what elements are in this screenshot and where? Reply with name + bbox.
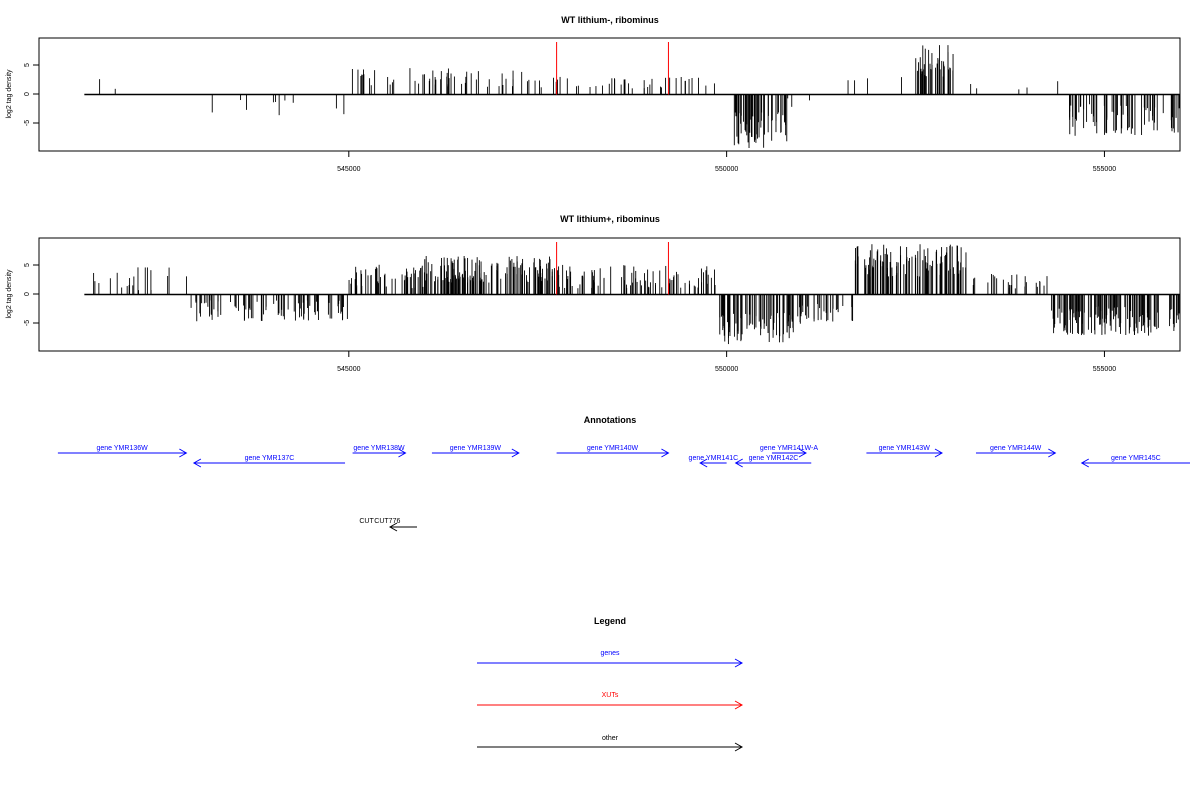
- y-axis-label: log2 tag density: [6, 69, 13, 119]
- feature-label: CUT776: [374, 518, 400, 525]
- y-tick-label: 5: [24, 63, 31, 67]
- feature-gene-ymr141c: gene YMR141C: [689, 455, 739, 468]
- arrow-head-icon: [1080, 458, 1090, 468]
- marker-lines: [556, 42, 669, 95]
- track-panel-lithium-minus: WT lithium-, ribominus log2 tag density …: [6, 15, 1181, 173]
- feature-label: gene YMR144W: [990, 445, 1042, 452]
- y-axis: 5 0 -5: [24, 63, 39, 126]
- feature-gene-ymr141w-a: gene YMR141W-A: [760, 445, 818, 458]
- legend-label: genes: [600, 650, 620, 657]
- feature-gene-ymr138w: gene YMR138W: [352, 445, 407, 458]
- arrow-head-icon: [511, 448, 520, 458]
- feature-label: gene YMR140W: [587, 445, 639, 452]
- y-tick-label: -5: [24, 120, 31, 126]
- legend-title: Legend: [594, 616, 626, 626]
- feature-gene-ymr136w: gene YMR136W: [57, 445, 188, 458]
- x-tick-label: 555000: [1093, 366, 1116, 373]
- cut-arrow: [388, 522, 417, 532]
- arrow-head-icon: [388, 522, 398, 532]
- arrow-head-icon: [699, 458, 708, 468]
- feature-gene-ymr139w: gene YMR139W: [431, 445, 520, 458]
- feature-label: CUT: [359, 518, 374, 525]
- legend: Legend genes XUTs other: [477, 616, 744, 752]
- legend-item-xuts: XUTs: [477, 692, 744, 710]
- arrow-head-icon: [934, 448, 943, 458]
- y-tick-label: -5: [24, 320, 31, 326]
- feature-label: gene YMR141C: [689, 455, 739, 462]
- y-axis: 5 0 -5: [24, 263, 39, 326]
- arrow-head-icon: [734, 458, 743, 468]
- feature-gene-ymr144w: gene YMR144W: [975, 445, 1057, 458]
- arrow-head-icon: [179, 448, 188, 458]
- track-panel-lithium-plus: WT lithium+, ribominus log2 tag density …: [6, 214, 1181, 373]
- feature-label: gene YMR141W-A: [760, 445, 818, 452]
- feature-label: gene YMR143W: [879, 445, 931, 452]
- y-axis-label: log2 tag density: [6, 269, 13, 319]
- feature-cut: CUT: [359, 518, 374, 525]
- feature-list: gene YMR136W gene YMR137C gene YMR138W gene…: [57, 445, 1190, 532]
- arrow-head-icon: [798, 448, 807, 458]
- arrow-head-icon: [734, 658, 744, 668]
- panel-title: WT lithium-, ribominus: [561, 15, 659, 25]
- arrow-head-icon: [192, 458, 202, 468]
- arrow-head-icon: [734, 742, 744, 752]
- legend-item-other: other: [477, 735, 744, 752]
- annotation-title: Annotations: [584, 415, 637, 425]
- x-tick-label: 545000: [337, 366, 360, 373]
- feature-label: gene YMR136W: [97, 445, 149, 452]
- x-tick-label: 550000: [715, 166, 738, 173]
- x-tick-label: 550000: [715, 366, 738, 373]
- arrow-head-icon: [398, 448, 407, 458]
- feature-gene-ymr145c: gene YMR145C: [1080, 455, 1190, 468]
- legend-item-genes: genes: [477, 650, 744, 668]
- feature-label: gene YMR139W: [450, 445, 502, 452]
- feature-label: gene YMR138W: [353, 445, 405, 452]
- arrow-head-icon: [661, 448, 670, 458]
- x-axis: 545000 550000 555000: [337, 151, 1116, 173]
- feature-gene-ymr140w: gene YMR140W: [556, 445, 670, 458]
- feature-gene-ymr137c: gene YMR137C: [192, 455, 346, 468]
- marker-lines: [556, 242, 669, 295]
- legend-label: XUTs: [602, 692, 619, 699]
- feature-cut776: CUT776: [374, 518, 400, 525]
- arrow-head-icon: [1048, 448, 1057, 458]
- feature-label: gene YMR145C: [1111, 455, 1161, 462]
- y-tick-label: 5: [24, 263, 31, 267]
- x-axis: 545000 550000 555000: [337, 351, 1116, 373]
- signal-bars: [99, 45, 1180, 149]
- arrow-head-icon: [734, 700, 744, 710]
- y-tick-label: 0: [24, 292, 31, 296]
- panel-title: WT lithium+, ribominus: [560, 214, 660, 224]
- feature-label: gene YMR142C: [749, 455, 799, 462]
- signal-bars: [93, 244, 1181, 345]
- x-tick-label: 555000: [1093, 166, 1116, 173]
- y-tick-label: 0: [24, 92, 31, 96]
- feature-gene-ymr142c: gene YMR142C: [734, 455, 812, 468]
- feature-gene-ymr143w: gene YMR143W: [866, 445, 943, 458]
- feature-label: gene YMR137C: [245, 455, 295, 462]
- x-tick-label: 545000: [337, 166, 360, 173]
- legend-label: other: [602, 735, 619, 742]
